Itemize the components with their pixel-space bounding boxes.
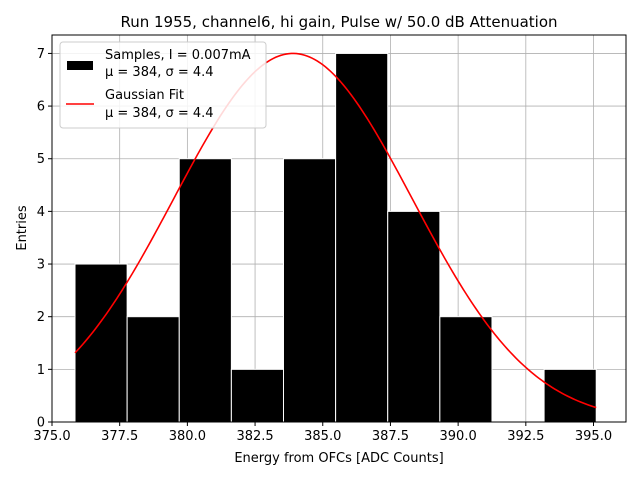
plot-frame (51, 34, 627, 423)
histogram-bar (543, 368, 597, 423)
legend-box (59, 41, 267, 129)
x-tick-label: 387.5 (372, 429, 409, 444)
histogram-bar (439, 316, 493, 423)
histogram-bar (387, 210, 441, 423)
y-tick-label: 4 (37, 205, 45, 220)
x-tick-label: 375.0 (33, 429, 70, 444)
legend: Samples, I = 0.007mA μ = 384, σ = 4.4 Ga… (59, 41, 267, 129)
x-tick-label: 377.5 (101, 429, 138, 444)
fit-line (74, 52, 597, 409)
axis-ticks: 375.0 377.5 380.0 382.5 385.0 387.5 390.0 392.5… (33, 47, 612, 444)
legend-fit-label: Gaussian Fit (105, 88, 184, 103)
y-tick-label: 3 (37, 258, 45, 273)
x-axis-label: Energy from OFCs [ADC Counts] (234, 451, 443, 466)
y-tick-label: 2 (37, 310, 45, 325)
histogram-bar (335, 52, 389, 423)
histogram-bar (178, 158, 232, 423)
x-tick-label: 380.0 (169, 429, 206, 444)
x-tick-label: 390.0 (440, 429, 477, 444)
legend-histogram-stats: μ = 384, σ = 4.4 (105, 65, 214, 80)
y-tick-label: 5 (37, 152, 45, 167)
histogram-bar (282, 158, 337, 423)
x-tick-label: 382.5 (236, 429, 273, 444)
y-axis-label: Entries (15, 205, 30, 251)
gaussian-fit (74, 52, 597, 409)
legend-histogram-swatch (67, 61, 93, 70)
y-tick-label: 0 (37, 416, 45, 431)
x-tick-label: 395.0 (575, 429, 612, 444)
y-tick-label: 7 (37, 47, 45, 62)
x-tick-label: 392.5 (507, 429, 544, 444)
x-tick-label: 385.0 (304, 429, 341, 444)
chart-title: Run 1955, channel6, hi gain, Pulse w/ 50… (120, 13, 557, 31)
histogram-bar (230, 368, 284, 423)
legend-fit-stats: μ = 384, σ = 4.4 (105, 106, 214, 121)
legend-histogram-label: Samples, I = 0.007mA (105, 48, 251, 63)
histogram-bar (126, 316, 180, 423)
y-tick-label: 6 (37, 100, 45, 115)
y-tick-label: 1 (37, 363, 45, 378)
